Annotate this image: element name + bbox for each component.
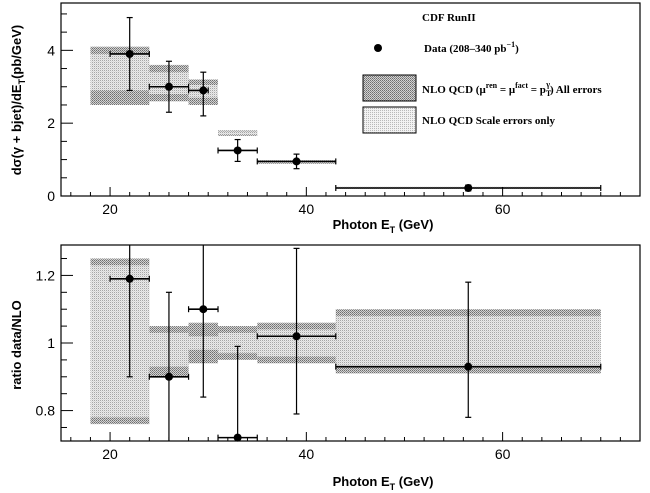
x-tick-label: 60: [495, 201, 511, 217]
plot-frame: [60, 2, 641, 197]
data-point: [335, 281, 602, 418]
nlo-scale-error-band: [218, 332, 258, 354]
legend-data-marker: [374, 44, 382, 52]
nlo-scale-error-band: [90, 53, 150, 91]
y-tick-label: 0.8: [36, 403, 56, 419]
data-point: [256, 247, 337, 415]
y-tick-label: 1.2: [36, 267, 56, 283]
data-point: [187, 245, 219, 398]
data-marker: [292, 332, 301, 341]
data-marker: [464, 183, 473, 192]
legend-nlo-scale-label: NLO QCD Scale errors only: [422, 115, 556, 127]
legend-nlo-all-label: NLO QCD (μren = μfact = pTγ) All errors: [422, 80, 602, 98]
cross-section-panel: 20 40 60 0 2 4 Photon ET (GeV) dσ(γ + bjet)/…: [9, 2, 641, 235]
y-axis-title: dσ(γ + bjet)/dET(pb/GeV): [9, 25, 27, 176]
data-marker: [199, 305, 208, 314]
y-tick-label: 4: [47, 42, 55, 58]
x-axis-title: Photon ET (GeV): [333, 217, 434, 235]
legend-data-label: Data (208–340 pb−1): [424, 40, 519, 55]
data-point: [217, 138, 258, 163]
y-axis-ticks: 0.8 1 1.2: [36, 258, 73, 428]
data-point: [256, 153, 337, 170]
x-axis-title: Photon ET (GeV): [333, 474, 434, 492]
data-points: [109, 16, 602, 192]
data-marker: [164, 372, 173, 381]
data-point: [148, 60, 190, 113]
data-marker: [292, 157, 301, 166]
data-point: [335, 183, 602, 192]
data-marker: [164, 82, 173, 91]
nlo-scale-error-bands: [90, 265, 601, 418]
x-axis-ticks: 20 40 60: [70, 432, 621, 462]
x-tick-label: 40: [299, 446, 315, 462]
x-tick-label: 20: [102, 446, 118, 462]
data-point: [148, 291, 190, 441]
data-marker: [125, 274, 134, 283]
x-tick-label: 60: [495, 446, 511, 462]
data-marker: [233, 433, 242, 442]
data-marker: [233, 146, 242, 155]
data-marker: [464, 362, 473, 371]
nlo-scale-error-band: [218, 131, 258, 135]
legend: CDF RunII Data (208–340 pb−1) NLO QCD (μ…: [362, 12, 602, 134]
data-point: [187, 71, 209, 117]
data-point: [217, 345, 258, 442]
x-tick-label: 20: [102, 201, 118, 217]
ratio-panel: 20 40 60 0.8 1 1.2 Photon ET (GeV) ratio dat…: [9, 244, 641, 492]
legend-nlo-all-swatch: [362, 74, 417, 102]
y-tick-label: 1: [47, 335, 55, 351]
data-marker: [125, 49, 134, 58]
nlo-scale-error-band: [90, 265, 150, 418]
data-points: [109, 245, 602, 442]
x-axis-ticks: 20 40 60: [70, 187, 621, 217]
data-point: [109, 245, 150, 378]
data-marker: [199, 86, 208, 95]
legend-title: CDF RunII: [422, 12, 476, 24]
data-point: [109, 16, 150, 91]
y-axis-ticks: 0 2 4: [47, 13, 73, 204]
y-axis-title: ratio data/NLO: [9, 300, 24, 390]
legend-nlo-scale-swatch: [362, 106, 417, 134]
y-tick-label: 0: [47, 188, 55, 204]
y-tick-label: 2: [47, 115, 55, 131]
x-tick-label: 40: [299, 201, 315, 217]
